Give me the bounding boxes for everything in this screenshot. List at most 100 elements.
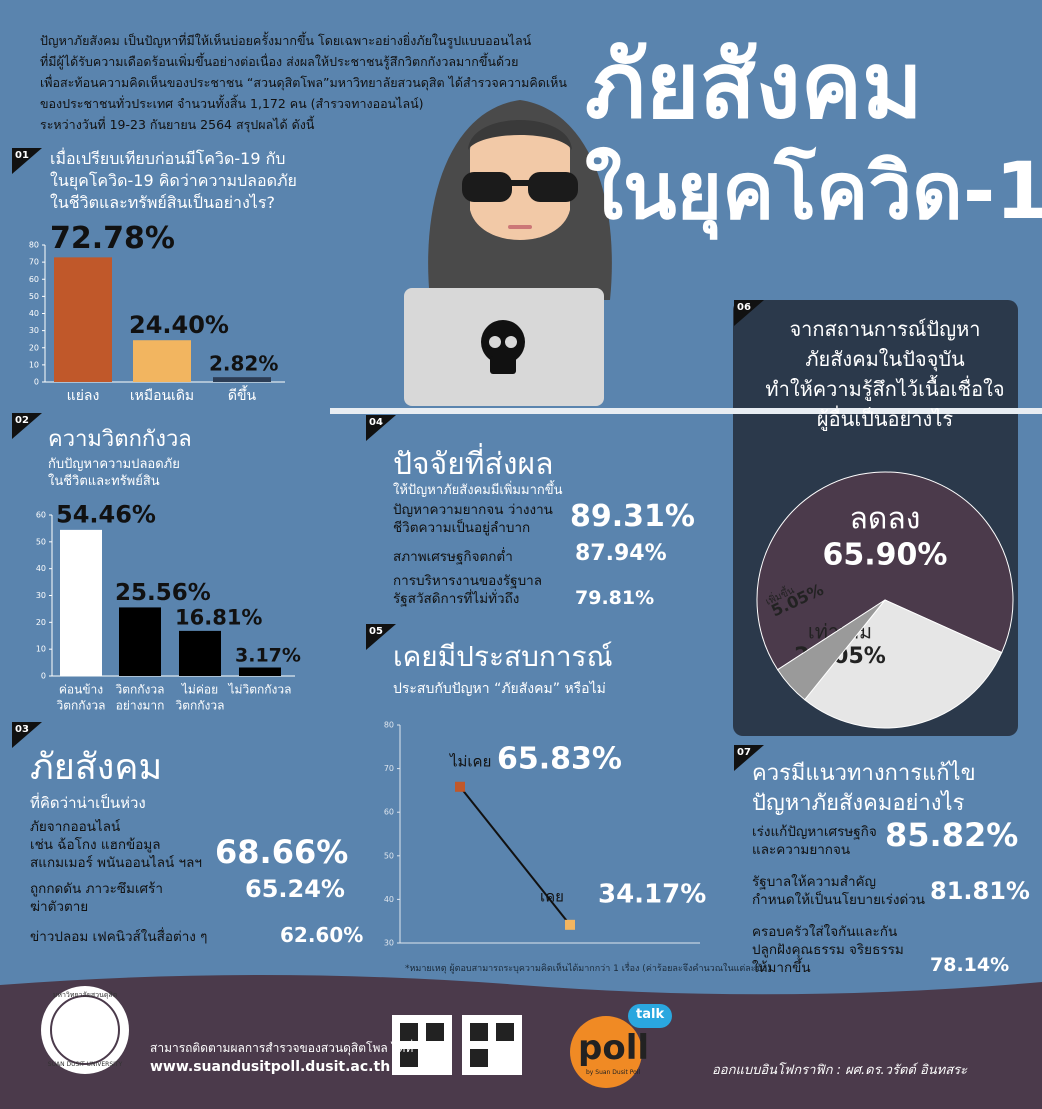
item-value: 89.31%	[570, 499, 695, 534]
y-tick-label: 20	[36, 618, 46, 627]
value-label: 16.81%	[175, 605, 262, 629]
item-value: 85.82%	[885, 816, 1019, 854]
y-tick-label: 10	[36, 645, 46, 654]
section-heading: ความวิตกกังวล	[48, 427, 192, 452]
category-label: ไม่เคย	[449, 753, 491, 771]
credit: ออกแบบอินโฟกราฟิก : ผศ.ดร.วรัตต์ อินทสระ	[712, 1063, 968, 1078]
intro-line: ระหว่างวันที่ 19-23 กันยายน 2564 สรุปผลไ…	[40, 117, 315, 132]
intro-line: ของประชาชนทั่วประเทศ จำนวนทั้งสิ้น 1,172…	[40, 96, 424, 111]
category-label: วิตกกังวล	[115, 683, 164, 697]
question: ภัยสังคมในปัจจุบัน	[805, 347, 965, 371]
category-label: แย่ลง	[67, 388, 100, 404]
section-number: 07	[737, 747, 751, 758]
bar	[239, 667, 281, 676]
item-label: สภาพเศรษฐกิจตกต่ำ	[393, 549, 513, 565]
category-label: วิตกกังวล	[175, 699, 224, 713]
y-tick-label: 50	[36, 537, 46, 546]
poll-logo-text: poll	[578, 1028, 650, 1068]
item-label: และความยากจน	[752, 842, 851, 858]
y-tick-label: 30	[29, 326, 39, 335]
category-label: เคย	[540, 888, 564, 906]
intro-line: เพื่อสะท้อนความคิดเห็นของประชาชน “สวนดุส…	[40, 75, 567, 90]
item-value: 87.94%	[575, 541, 667, 566]
y-tick-label: 40	[29, 309, 39, 318]
section-number: 01	[15, 150, 29, 161]
section-heading: ภัยสังคม	[30, 747, 163, 788]
section-heading: ควรมีแนวทางการแก้ไข	[752, 761, 976, 786]
question: เมื่อเปรียบเทียบก่อนมีโควิด-19 กับ	[50, 149, 286, 168]
pie-slice	[776, 599, 886, 701]
section-badge	[12, 413, 42, 439]
category-label: ดีขึ้น	[228, 385, 257, 404]
y-tick-label: 80	[384, 721, 394, 730]
main-title: ภัยสังคม	[585, 32, 923, 139]
section-subheading: ที่คิดว่าน่าเป็นห่วง	[30, 794, 146, 812]
item-label: ปัญหาความยากจน ว่างงาน	[393, 502, 553, 518]
section-badge	[366, 415, 396, 441]
value-label: 2.82%	[209, 352, 278, 376]
y-tick-label: 70	[384, 764, 394, 773]
section-heading: เคยมีประสบการณ์	[393, 640, 613, 673]
question: ทำให้ความรู้สึกไว้เนื้อเชื่อใจ	[765, 377, 1005, 401]
item-label: ภัยจากออนไลน์	[30, 819, 121, 835]
url: www.suandusitpoll.dusit.ac.th	[150, 1059, 391, 1075]
y-tick-label: 40	[36, 564, 46, 573]
question: ในชีวิตและทรัพย์สินเป็นอย่างไร?	[50, 193, 275, 212]
hacker-illustration	[404, 100, 612, 406]
item-label: เช่น ฉ้อโกง แฮกข้อมูล	[30, 837, 161, 853]
section-subheading: ในชีวิตและทรัพย์สิน	[48, 474, 160, 489]
line	[459, 786, 571, 926]
contact: สามารถติดตามผลการสำรวจของสวนดุสิตโพล ได้…	[150, 1041, 414, 1055]
category-label: ไม่วิตกกังวล	[228, 683, 292, 697]
university-logo-ring	[50, 995, 120, 1065]
question: จากสถานการณ์ปัญหา	[789, 317, 981, 341]
section-badge	[734, 300, 764, 326]
university-logo	[41, 986, 129, 1074]
section-badge	[12, 722, 42, 748]
value-label: 72.78%	[50, 221, 175, 256]
value-label: 65.83%	[497, 742, 622, 777]
y-tick-label: 60	[29, 275, 39, 284]
item-label: รัฐสวัสดิการที่ไม่ทั่วถึง	[393, 591, 520, 607]
item-value: 78.14%	[930, 954, 1010, 976]
section-number: 03	[15, 724, 29, 735]
category-label: เหมือนเดิม	[130, 388, 194, 404]
item-label: ถูกกดดัน ภาวะซึมเศร้า	[30, 881, 163, 897]
item-value: 79.81%	[575, 587, 655, 609]
value-label: 54.46%	[56, 500, 156, 528]
item-label: ฆ่าตัวตาย	[30, 899, 89, 915]
bar	[179, 630, 221, 676]
bar	[213, 377, 271, 382]
bar	[54, 257, 112, 382]
category-label: อย่างมาก	[116, 699, 165, 713]
poll-logo	[570, 1016, 642, 1088]
poll-badge	[628, 1004, 672, 1028]
footnote: *หมายเหตุ ผู้ตอบสามารถระบุความคิดเห็นได้…	[405, 964, 771, 974]
category-label: วิตกกังวล	[56, 699, 105, 713]
y-tick-label: 10	[29, 360, 39, 369]
qr-pattern	[400, 1023, 514, 1067]
y-tick-label: 50	[29, 292, 39, 301]
y-tick-label: 0	[41, 672, 46, 681]
category-label: ไม่ค่อย	[181, 683, 218, 697]
value-label: 25.56%	[115, 580, 211, 606]
poll-badge-text: talk	[636, 1007, 665, 1022]
item-label: รัฐบาลให้ความสำคัญ	[752, 874, 877, 890]
y-tick-label: 20	[29, 343, 39, 352]
item-value: 65.24%	[245, 875, 345, 903]
y-tick-label: 40	[384, 895, 394, 904]
poll-logo-sub: by Suan Dusit Poll	[586, 1069, 641, 1076]
item-value: 62.60%	[280, 923, 364, 947]
item-label: สแกมเมอร์ พนันออนไลน์ ฯลฯ	[30, 855, 202, 871]
section-number: 06	[737, 302, 751, 313]
bar	[133, 340, 191, 382]
pie-slice	[756, 471, 1014, 671]
section-number: 04	[369, 417, 383, 428]
pie-slice	[804, 599, 1003, 729]
y-tick-label: 50	[384, 851, 394, 860]
bar	[119, 607, 161, 676]
item-value: 81.81%	[930, 877, 1030, 905]
item-label: ชีวิตความเป็นอยู่ลำบาก	[393, 520, 531, 536]
value-label: 24.40%	[129, 311, 229, 339]
